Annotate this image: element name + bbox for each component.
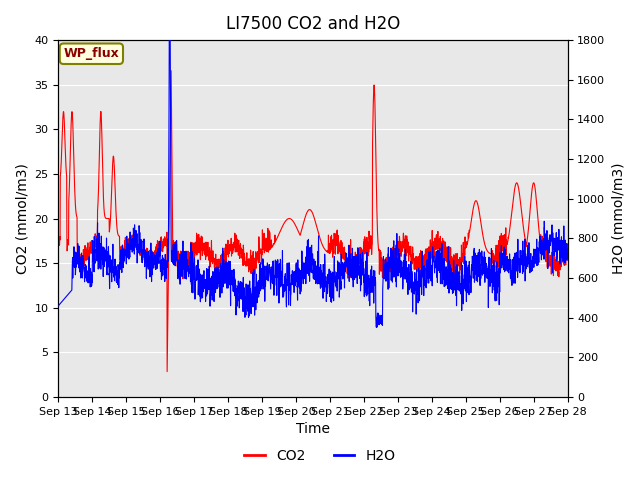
Title: LI7500 CO2 and H2O: LI7500 CO2 and H2O	[226, 15, 400, 33]
Y-axis label: CO2 (mmol/m3): CO2 (mmol/m3)	[15, 163, 29, 274]
X-axis label: Time: Time	[296, 422, 330, 436]
Y-axis label: H2O (mmol/m3): H2O (mmol/m3)	[611, 163, 625, 274]
Text: WP_flux: WP_flux	[63, 47, 119, 60]
Legend: CO2, H2O: CO2, H2O	[239, 443, 401, 468]
